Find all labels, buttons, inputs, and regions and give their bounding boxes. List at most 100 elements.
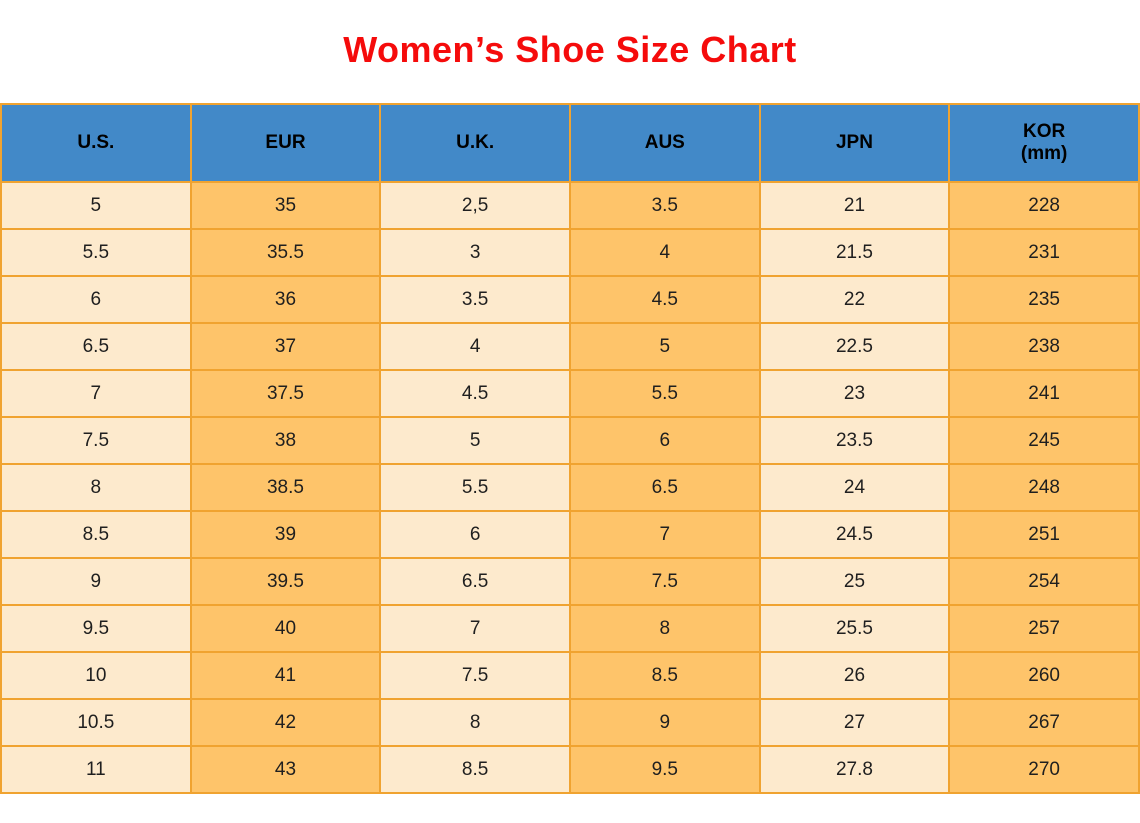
col-header-uk: U.K. <box>379 103 571 183</box>
table-row: 6.5 37 4 5 22.5 238 <box>0 322 1140 371</box>
table-row: 8 38.5 5.5 6.5 24 248 <box>0 463 1140 512</box>
table-cell: 4 <box>568 228 761 277</box>
table-cell: 5.5 <box>0 228 192 277</box>
table-cell: 235 <box>948 275 1140 324</box>
col-header-us: U.S. <box>0 103 192 183</box>
table-cell: 8.5 <box>568 651 761 700</box>
table-cell: 23.5 <box>758 416 951 465</box>
table-cell: 38.5 <box>189 463 382 512</box>
table-cell: 9 <box>568 698 761 747</box>
table-cell: 9 <box>0 557 192 606</box>
table-cell: 3.5 <box>379 275 571 324</box>
table-row: 10.5 42 8 9 27 267 <box>0 698 1140 747</box>
table-cell: 231 <box>948 228 1140 277</box>
table-cell: 251 <box>948 510 1140 559</box>
table-row: 5.5 35.5 3 4 21.5 231 <box>0 228 1140 277</box>
table-row: 5 35 2,5 3.5 21 228 <box>0 181 1140 230</box>
table-cell: 24.5 <box>758 510 951 559</box>
col-header-label: AUS <box>644 132 685 153</box>
col-header-label: JPN <box>835 132 873 153</box>
table-cell: 5.5 <box>568 369 761 418</box>
table-cell: 9.5 <box>568 745 761 794</box>
table-row: 10 41 7.5 8.5 26 260 <box>0 651 1140 700</box>
page-title: Women’s Shoe Size Chart <box>343 29 797 70</box>
table-cell: 43 <box>189 745 382 794</box>
table-cell: 270 <box>948 745 1140 794</box>
table-cell: 241 <box>948 369 1140 418</box>
table-cell: 4.5 <box>568 275 761 324</box>
table-cell: 40 <box>189 604 382 653</box>
header-row: U.S. EUR U.K. AUS JPN KOR (mm) <box>0 103 1140 183</box>
table-cell: 4.5 <box>379 369 571 418</box>
table-cell: 228 <box>948 181 1140 230</box>
table-cell: 8 <box>568 604 761 653</box>
table-cell: 7 <box>0 369 192 418</box>
table-cell: 23 <box>758 369 951 418</box>
table-cell: 25.5 <box>758 604 951 653</box>
table-cell: 10 <box>0 651 192 700</box>
table-cell: 5 <box>379 416 571 465</box>
table-cell: 5 <box>568 322 761 371</box>
table-cell: 39 <box>189 510 382 559</box>
table-cell: 5 <box>0 181 192 230</box>
table-row: 7 37.5 4.5 5.5 23 241 <box>0 369 1140 418</box>
table-cell: 3 <box>379 228 571 277</box>
table-cell: 22 <box>758 275 951 324</box>
table-cell: 5.5 <box>379 463 571 512</box>
table-row: 8.5 39 6 7 24.5 251 <box>0 510 1140 559</box>
table-cell: 4 <box>379 322 571 371</box>
table-cell: 21.5 <box>758 228 951 277</box>
table-cell: 6 <box>379 510 571 559</box>
table-cell: 42 <box>189 698 382 747</box>
table-cell: 8 <box>379 698 571 747</box>
table-cell: 6 <box>568 416 761 465</box>
table-cell: 238 <box>948 322 1140 371</box>
col-header-jpn: JPN <box>758 103 951 183</box>
table-cell: 37.5 <box>189 369 382 418</box>
table-cell: 7 <box>568 510 761 559</box>
table-cell: 257 <box>948 604 1140 653</box>
table-row: 7.5 38 5 6 23.5 245 <box>0 416 1140 465</box>
table-cell: 7.5 <box>568 557 761 606</box>
table-cell: 254 <box>948 557 1140 606</box>
col-header-kor: KOR (mm) <box>948 103 1140 183</box>
table-cell: 35 <box>189 181 382 230</box>
table-cell: 9.5 <box>0 604 192 653</box>
col-header-aus: AUS <box>568 103 761 183</box>
shoe-size-table: U.S. EUR U.K. AUS JPN KOR (mm) 5 35 2,5 3.5… <box>0 103 1140 794</box>
table-cell: 35.5 <box>189 228 382 277</box>
table-cell: 27 <box>758 698 951 747</box>
table-cell: 39.5 <box>189 557 382 606</box>
table-row: 9 39.5 6.5 7.5 25 254 <box>0 557 1140 606</box>
col-header-label: KOR <box>1023 121 1066 142</box>
table-cell: 267 <box>948 698 1140 747</box>
table-cell: 6.5 <box>568 463 761 512</box>
table-row: 9.5 40 7 8 25.5 257 <box>0 604 1140 653</box>
table-cell: 37 <box>189 322 382 371</box>
table-cell: 6 <box>0 275 192 324</box>
table-cell: 6.5 <box>379 557 571 606</box>
table-row: 11 43 8.5 9.5 27.8 270 <box>0 745 1140 794</box>
table-cell: 7.5 <box>379 651 571 700</box>
col-header-label: U.S. <box>77 132 115 153</box>
table-cell: 7 <box>379 604 571 653</box>
table-cell: 25 <box>758 557 951 606</box>
col-header-sublabel: (mm) <box>1020 143 1068 164</box>
table-cell: 11 <box>0 745 192 794</box>
table-cell: 7.5 <box>0 416 192 465</box>
table-cell: 8.5 <box>0 510 192 559</box>
table-cell: 22.5 <box>758 322 951 371</box>
table-cell: 24 <box>758 463 951 512</box>
table-cell: 27.8 <box>758 745 951 794</box>
table-body: 5 35 2,5 3.5 21 228 5.5 35.5 3 4 21.5 231 6 36 3.5 4.5 2… <box>0 181 1140 794</box>
table-cell: 2,5 <box>379 181 571 230</box>
table-cell: 245 <box>948 416 1140 465</box>
table-cell: 38 <box>189 416 382 465</box>
table-cell: 8 <box>0 463 192 512</box>
table-row: 6 36 3.5 4.5 22 235 <box>0 275 1140 324</box>
col-header-label: U.K. <box>456 132 495 153</box>
table-cell: 36 <box>189 275 382 324</box>
table-cell: 6.5 <box>0 322 192 371</box>
table-cell: 21 <box>758 181 951 230</box>
table-cell: 3.5 <box>568 181 761 230</box>
